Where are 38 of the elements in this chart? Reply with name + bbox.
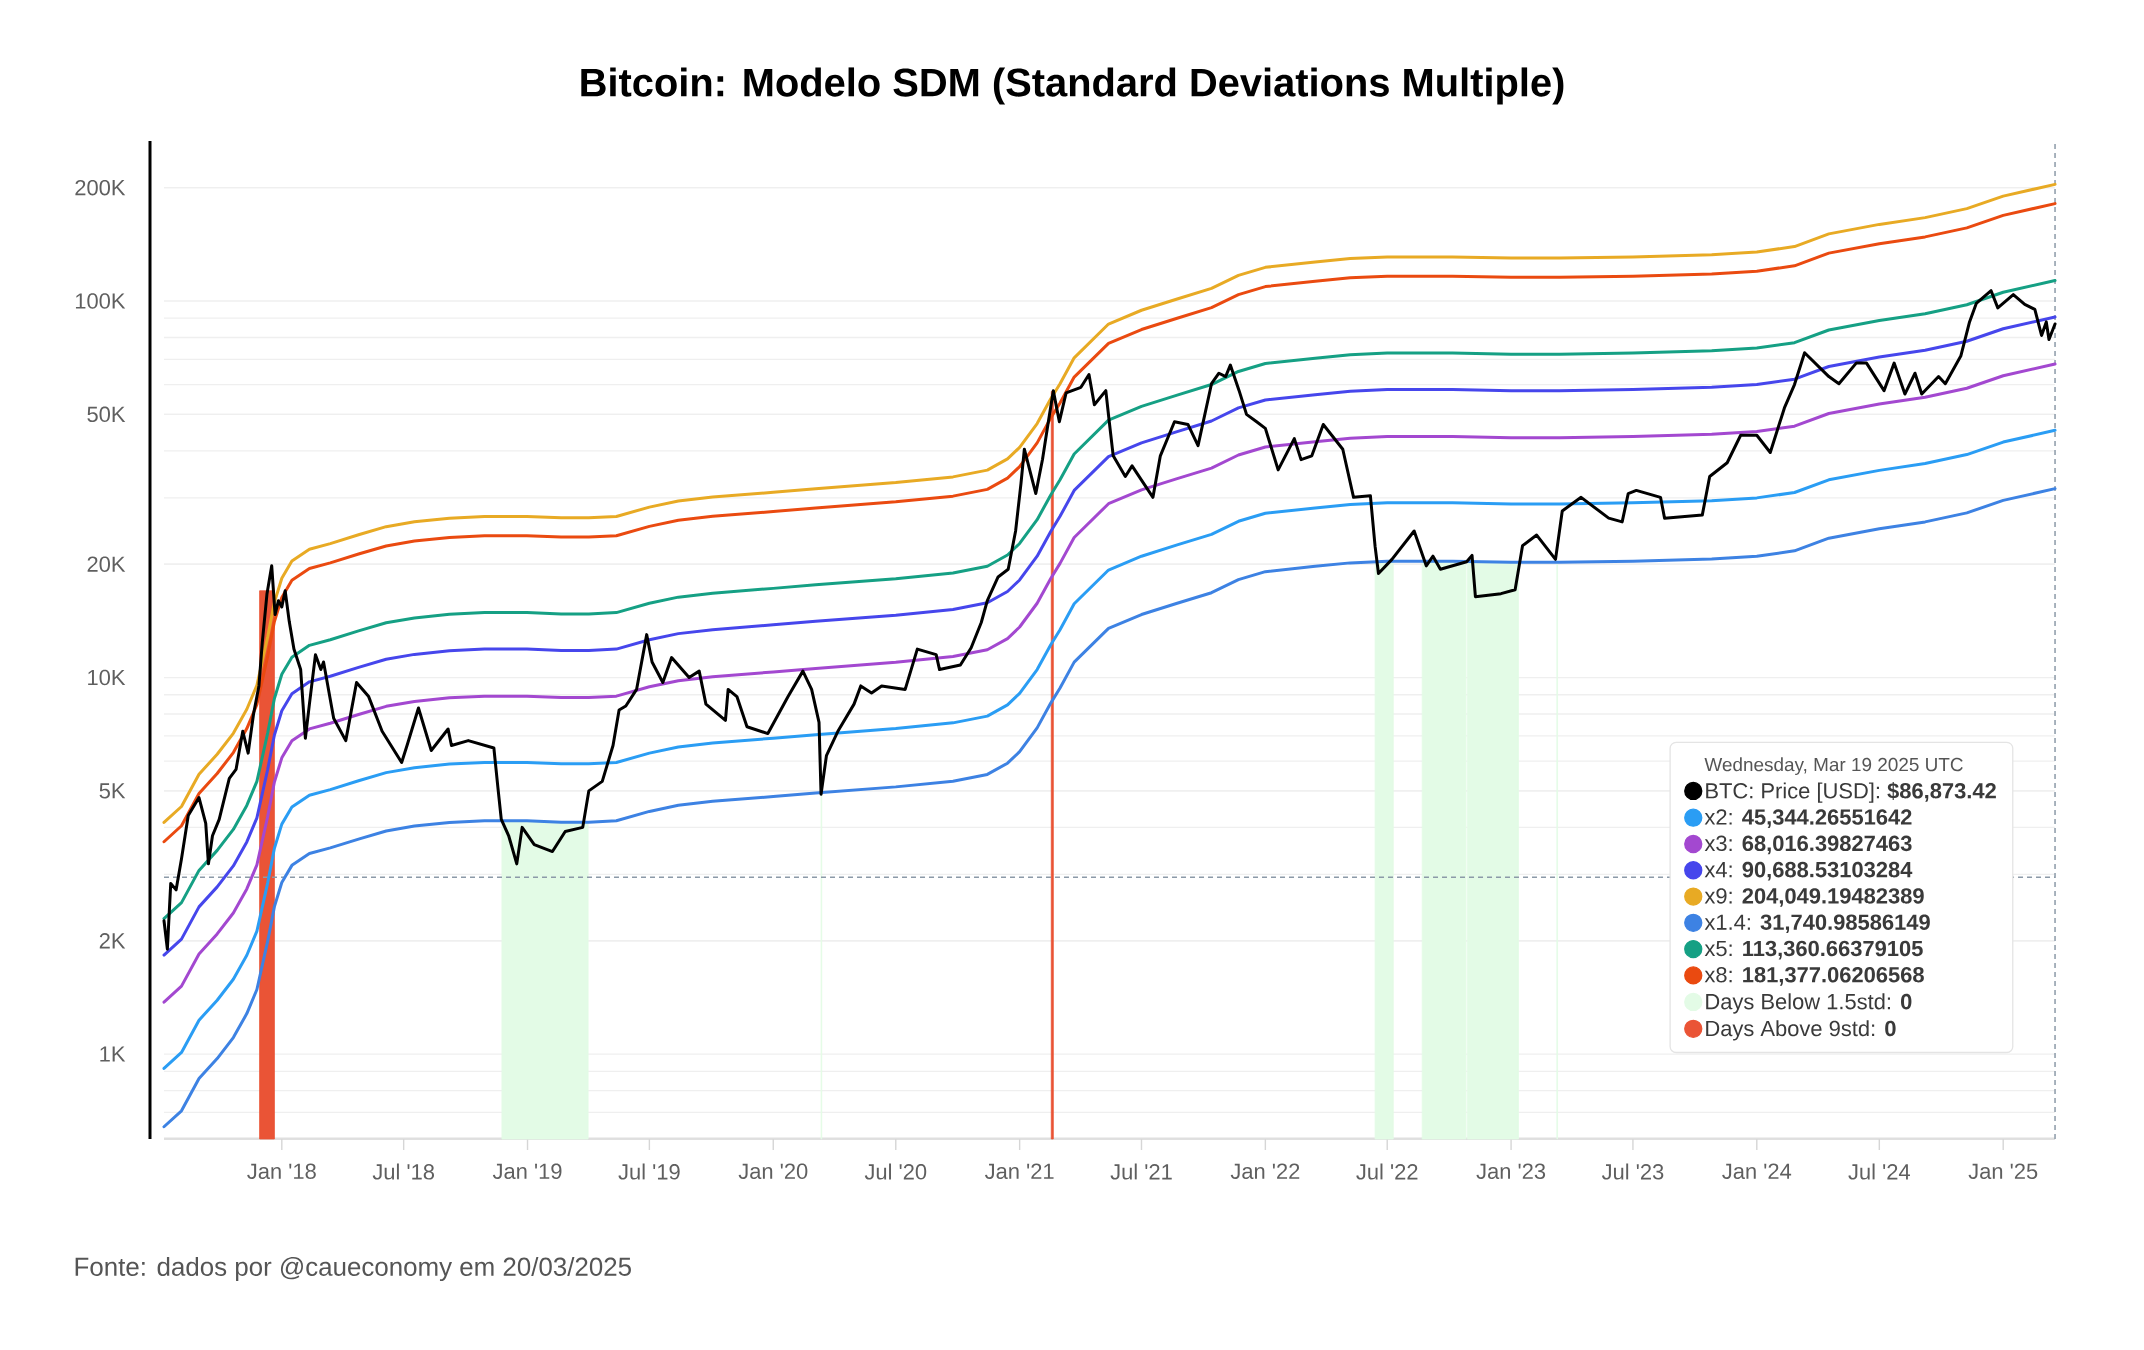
legend-label: Days Above 9std: 0	[1706, 1020, 1896, 1041]
legend-label: x3: 68,016.39827463	[1704, 835, 1912, 855]
legend-label: BTC: Price [USD]: $86,873.42	[1706, 782, 1996, 803]
x-tick-label: Jan '22	[1230, 1163, 1300, 1180]
line-series	[162, 487, 2057, 1129]
x-tick-label: Jan '25	[1968, 1163, 2038, 1180]
x-tick-label: Jul '18	[372, 1163, 435, 1180]
legend-label: x2: 45,344.26551642	[1704, 809, 1912, 828]
legend-label: x9: 204,049.19482389	[1704, 888, 1924, 907]
y-tick-label: 200K	[75, 179, 126, 196]
legend-label: x1.4: 31,740.98586149	[1704, 914, 1930, 934]
legend-label: Days Below 1.5std: 0	[1706, 993, 1912, 1014]
x-tick-label: Jan '23	[1476, 1163, 1546, 1180]
y-tick-label: 10K	[88, 669, 126, 686]
x-tick-label: Jan '19	[492, 1163, 562, 1180]
y-tick-label: 2K	[99, 933, 126, 949]
y-tick-label: 1K	[100, 1046, 126, 1062]
y-tick-label: 5K	[99, 783, 126, 799]
x-tick-label: Jul '20	[864, 1163, 927, 1180]
y-tick-label: 50K	[87, 406, 126, 423]
line-series	[162, 428, 2057, 1070]
x-tick-label: Jul '22	[1356, 1163, 1418, 1180]
x-tick-label: Jan '21	[984, 1163, 1054, 1180]
x-tick-label: Jul '24	[1848, 1163, 1910, 1180]
x-tick-label: Jul '19	[618, 1163, 680, 1180]
legend-label: x4: 90,688.53103284	[1704, 861, 1913, 881]
x-tick-label: Jan '20	[738, 1163, 808, 1180]
source-note: Fonte: dados por @caueconomy em 20/03/2025	[75, 1256, 631, 1282]
legend-label: x8: 181,377.06206568	[1704, 966, 1924, 986]
x-tick-label: Jan '24	[1722, 1163, 1792, 1180]
y-tick-label: 100K	[75, 293, 126, 309]
legend-label: x5: 113,360.66379105	[1704, 940, 1923, 960]
x-tick-label: Jul '21	[1110, 1163, 1172, 1180]
x-tick-label: Jan '18	[247, 1163, 316, 1180]
chart-title: Bitcoin: Modelo SDM (Standard Deviations Multiple)	[581, 67, 1564, 105]
x-tick-label: Jul '23	[1601, 1163, 1664, 1180]
y-tick-label: 20K	[87, 556, 126, 572]
legend-title: Wednesday, Mar 19 2025 UTC	[1704, 757, 1963, 775]
